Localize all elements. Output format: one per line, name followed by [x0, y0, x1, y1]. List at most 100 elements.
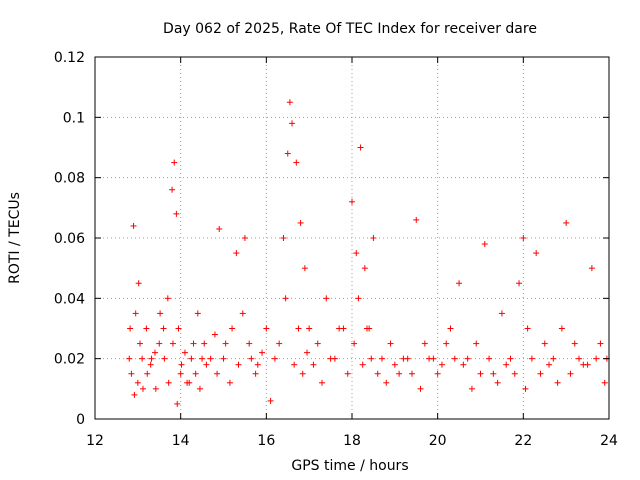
- data-point: [355, 295, 362, 302]
- data-point: [550, 355, 557, 362]
- y-tick-label: 0.06: [54, 231, 85, 247]
- data-point: [164, 295, 171, 302]
- data-point: [246, 340, 253, 347]
- data-point: [507, 355, 514, 362]
- data-point: [214, 370, 221, 377]
- data-point: [241, 235, 248, 241]
- data-point: [235, 361, 242, 368]
- data-point: [477, 370, 484, 377]
- chart-title: Day 062 of 2025, Rate Of TEC Index for r…: [163, 21, 537, 37]
- data-point: [541, 340, 548, 347]
- data-point: [196, 385, 203, 392]
- data-point: [421, 340, 428, 347]
- data-point: [447, 325, 454, 332]
- data-point: [374, 370, 381, 377]
- data-point: [522, 385, 529, 392]
- data-point: [304, 349, 311, 356]
- x-tick-label: 12: [86, 433, 104, 449]
- data-point: [295, 325, 302, 332]
- data-point: [135, 280, 142, 287]
- data-point: [588, 265, 595, 272]
- data-point: [139, 355, 146, 362]
- data-point: [190, 340, 197, 347]
- data-point: [263, 325, 270, 332]
- data-point: [567, 370, 574, 377]
- data-point: [400, 355, 407, 362]
- data-point: [537, 370, 544, 377]
- data-point: [156, 340, 163, 347]
- data-point: [417, 385, 424, 392]
- data-point: [576, 355, 583, 362]
- data-point: [297, 219, 304, 226]
- data-point: [327, 355, 334, 362]
- data-point: [391, 361, 398, 368]
- data-point: [157, 310, 164, 317]
- axis-ticks: [94, 56, 610, 420]
- data-point: [554, 379, 561, 386]
- data-point: [169, 186, 176, 193]
- data-point: [291, 361, 298, 368]
- data-point: [601, 379, 608, 386]
- data-point: [468, 385, 475, 392]
- data-point: [226, 379, 233, 386]
- data-point: [127, 325, 134, 332]
- data-point: [533, 250, 540, 257]
- x-tick-label: 22: [514, 433, 532, 449]
- data-point: [520, 235, 527, 241]
- data-point: [203, 361, 210, 368]
- data-point: [293, 159, 300, 166]
- data-point: [336, 325, 343, 332]
- data-point: [301, 265, 308, 272]
- data-point: [181, 349, 188, 356]
- data-point: [201, 340, 208, 347]
- data-point: [438, 361, 445, 368]
- y-axis-label: ROTI / TECUs: [7, 192, 23, 284]
- data-point: [165, 379, 172, 386]
- data-point: [528, 355, 535, 362]
- data-point: [473, 340, 480, 347]
- data-point: [174, 400, 181, 407]
- data-point: [267, 397, 274, 404]
- data-point: [161, 355, 168, 362]
- data-point: [408, 370, 415, 377]
- y-tick-label: 0.02: [54, 352, 85, 368]
- data-point: [361, 265, 368, 272]
- data-point: [171, 159, 178, 166]
- data-point: [254, 361, 261, 368]
- data-point: [284, 150, 291, 157]
- y-tick-labels: 0 0.02 0.04 0.06 0.08 0.1 0.12: [54, 50, 85, 428]
- data-point: [233, 250, 240, 257]
- data-point: [426, 355, 433, 362]
- data-point: [175, 325, 182, 332]
- data-point: [211, 331, 218, 338]
- data-point: [136, 340, 143, 347]
- data-point: [152, 385, 159, 392]
- data-point: [451, 355, 458, 362]
- data-points: [126, 99, 610, 407]
- data-point: [396, 370, 403, 377]
- data-point: [503, 361, 510, 368]
- data-point: [276, 340, 283, 347]
- data-point: [363, 325, 370, 332]
- data-point: [130, 222, 137, 229]
- data-point: [344, 370, 351, 377]
- data-point: [192, 370, 199, 377]
- data-point: [516, 280, 523, 287]
- data-point: [387, 340, 394, 347]
- data-point: [199, 355, 206, 362]
- data-point: [464, 355, 471, 362]
- data-point: [144, 370, 151, 377]
- data-point: [299, 370, 306, 377]
- x-axis-label: GPS time / hours: [291, 458, 408, 474]
- data-point: [306, 325, 313, 332]
- data-point: [593, 355, 600, 362]
- x-tick-label: 18: [343, 433, 361, 449]
- data-point: [188, 355, 195, 362]
- grid-lines: [95, 57, 609, 419]
- data-point: [319, 379, 326, 386]
- data-point: [314, 340, 321, 347]
- data-point: [229, 325, 236, 332]
- y-tick-label: 0.04: [54, 291, 85, 307]
- data-point: [128, 370, 135, 377]
